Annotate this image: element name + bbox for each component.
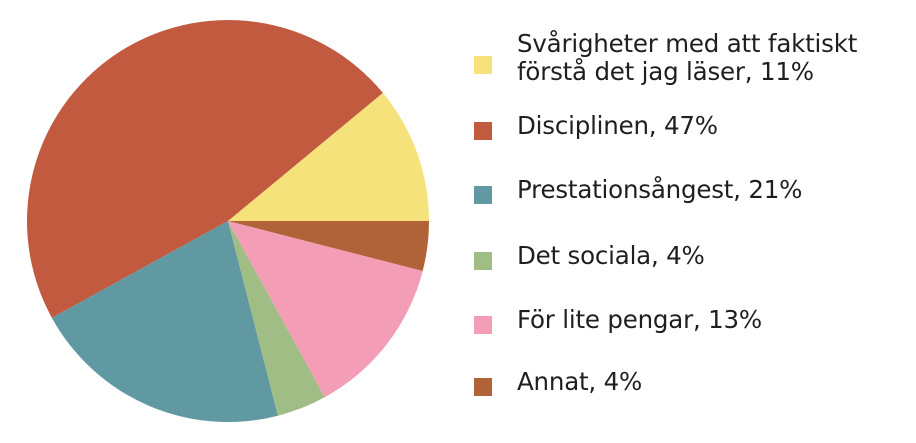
legend-swatch <box>474 378 492 396</box>
legend-label: Annat, 4% <box>517 367 643 396</box>
legend-item: Disciplinen, 47% <box>474 112 912 140</box>
legend-item: För lite pengar, 13% <box>474 306 912 334</box>
legend-item: Svårigheter med att faktiskt förstå det … <box>474 30 912 86</box>
pie-slice <box>27 20 383 318</box>
legend-swatch <box>474 252 492 270</box>
legend-item: Annat, 4% <box>474 368 912 396</box>
pie-slice <box>228 221 429 271</box>
pie-slice <box>228 92 429 221</box>
legend-item: Det sociala, 4% <box>474 242 912 270</box>
pie-slice <box>228 221 423 398</box>
legend-swatch <box>474 122 492 140</box>
legend-item: Prestationsångest, 21% <box>474 176 912 204</box>
legend-label: För lite pengar, 13% <box>517 305 762 334</box>
pie-plot <box>27 20 429 423</box>
pie-slice <box>228 221 325 416</box>
legend-swatch <box>474 186 492 204</box>
legend-label: Svårigheter med att faktiskt förstå det … <box>517 29 858 86</box>
legend-swatch <box>474 316 492 334</box>
legend-label: Prestationsångest, 21% <box>517 175 803 204</box>
legend-swatch <box>474 56 492 74</box>
legend-label: Disciplinen, 47% <box>517 111 718 140</box>
pie-slice <box>51 221 278 423</box>
legend-label: Det sociala, 4% <box>517 241 705 270</box>
